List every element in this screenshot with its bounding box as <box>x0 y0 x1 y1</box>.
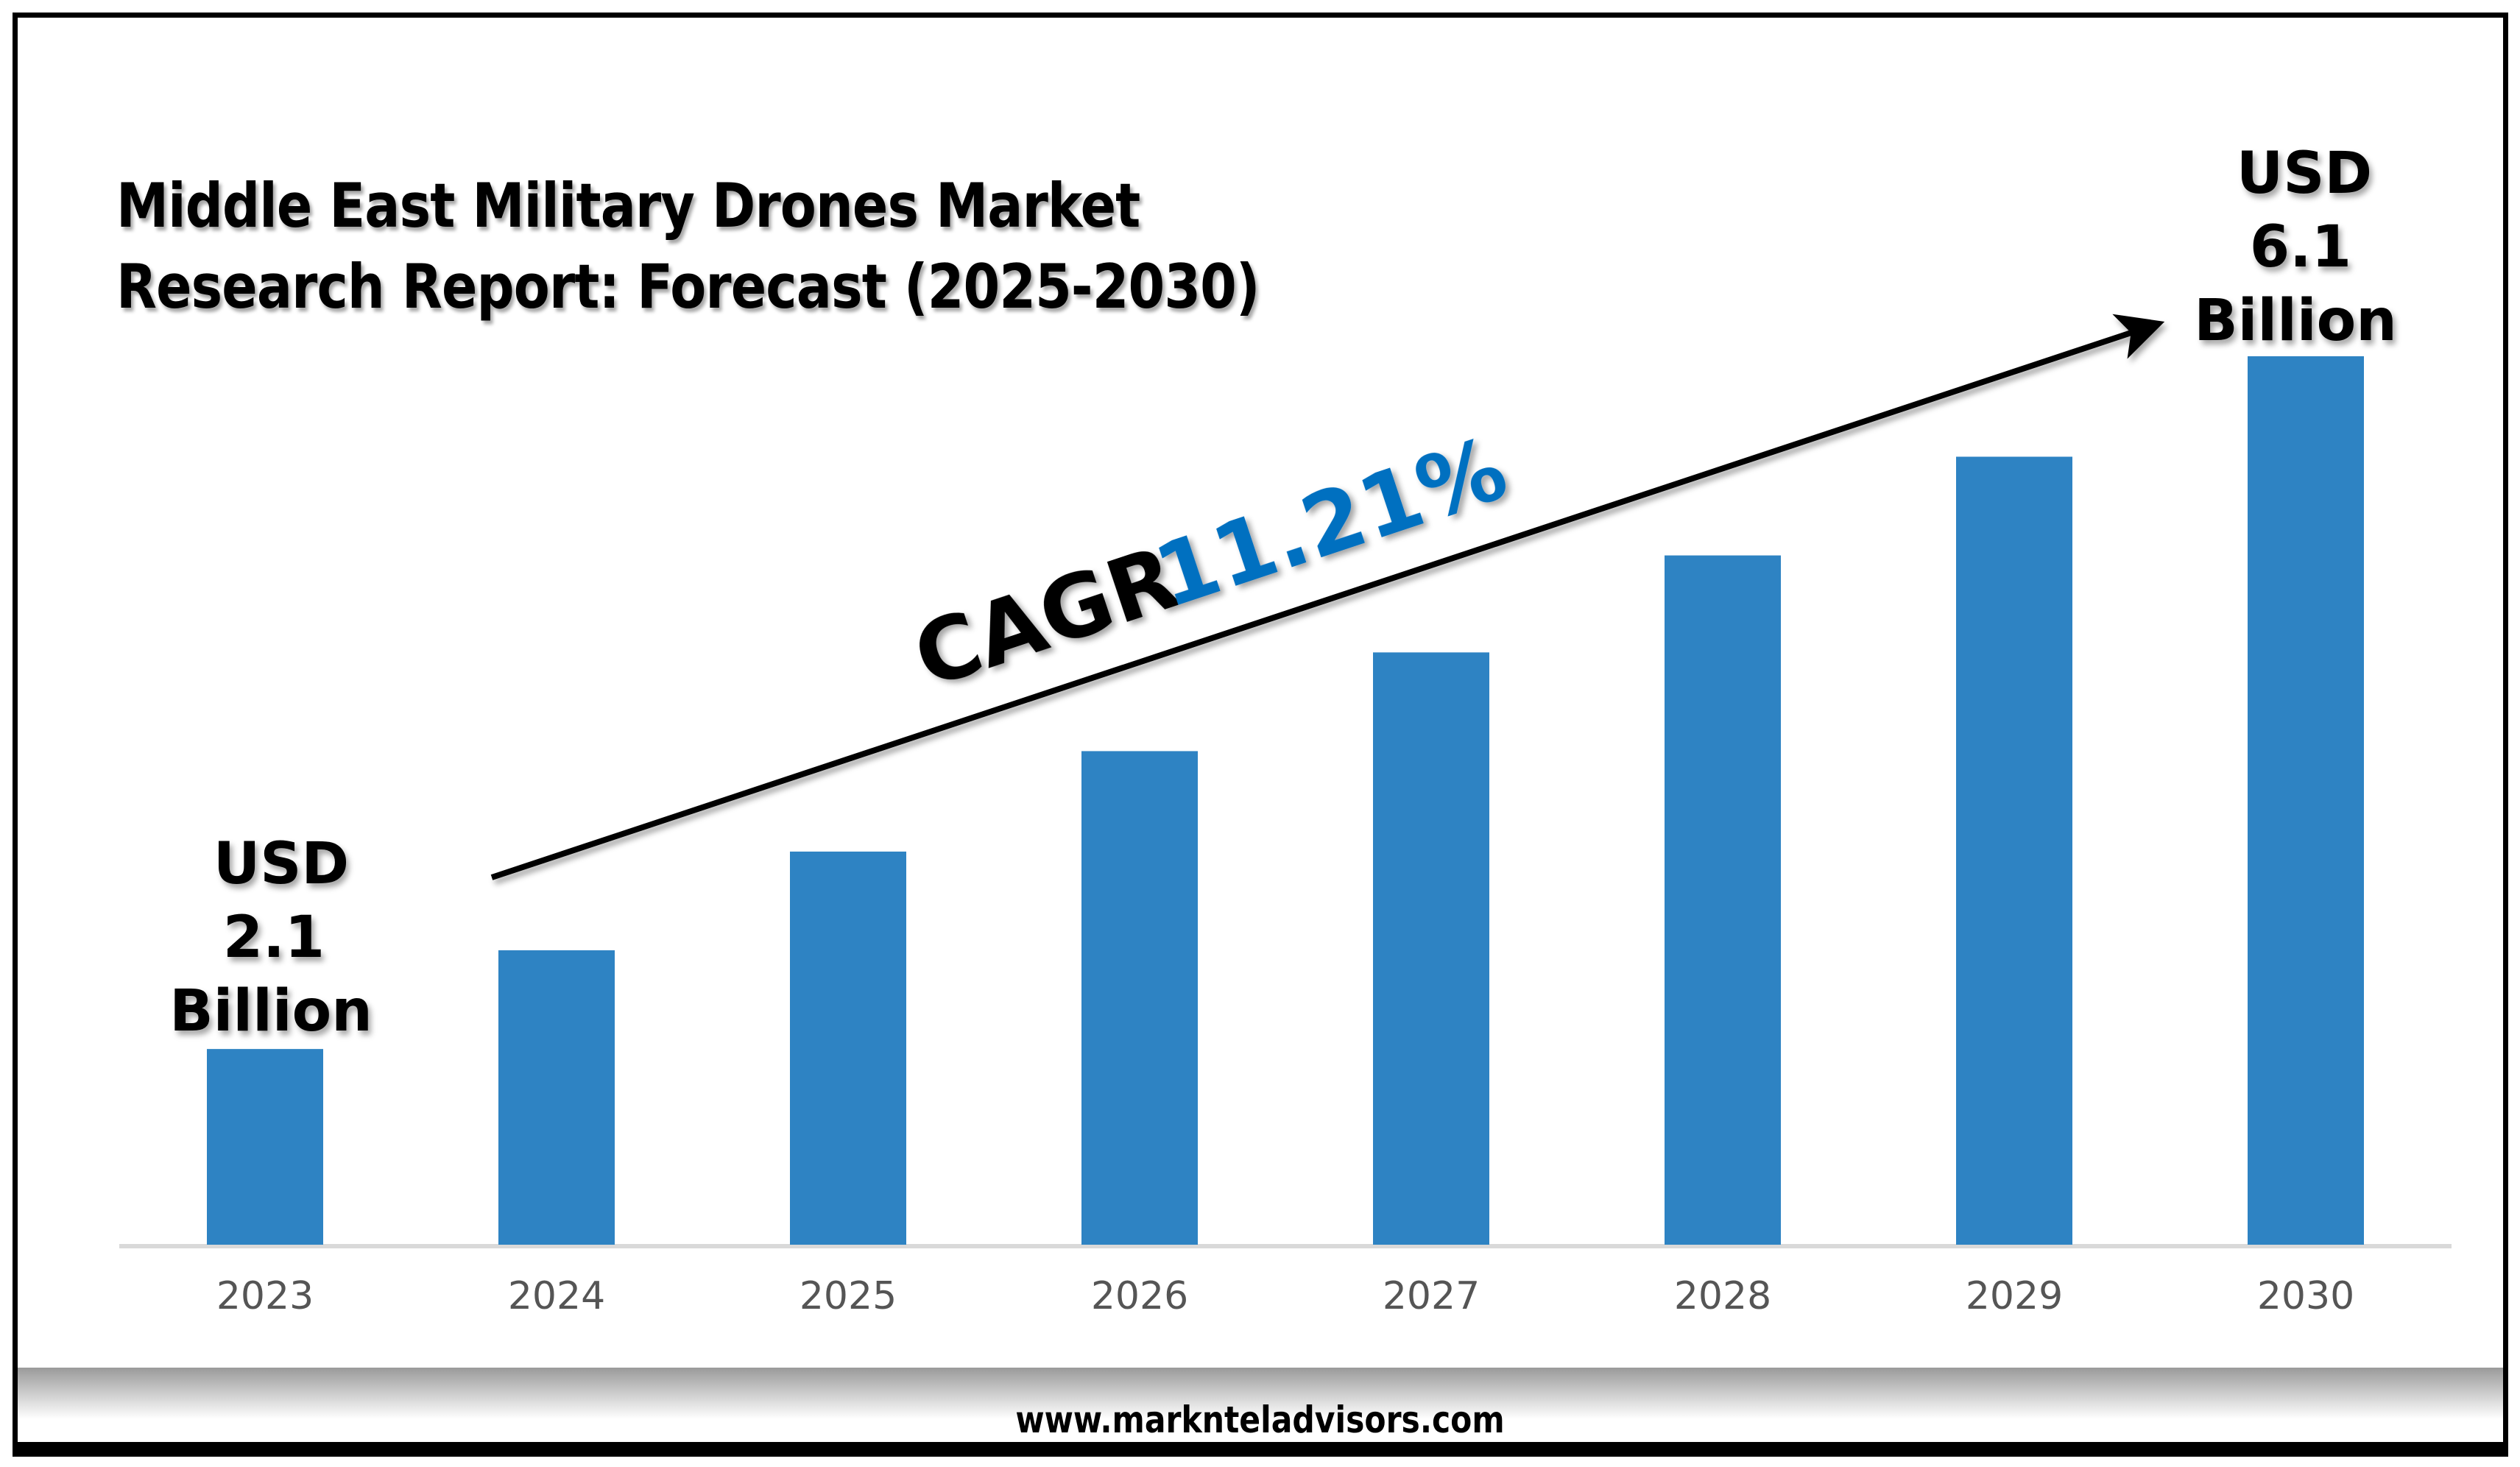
end-label-line-3: Billion <box>2194 288 2397 354</box>
start-label-line-2: 2.1 <box>223 905 325 971</box>
start-label-line-1: USD <box>213 831 349 897</box>
bar-2029 <box>1956 456 2072 1245</box>
x-tick-2030: 2030 <box>2257 1274 2354 1318</box>
x-tick-2027: 2027 <box>1383 1274 1480 1318</box>
bar-2027 <box>1373 652 1489 1245</box>
bar-2028 <box>1665 555 1781 1245</box>
bar-2030 <box>2248 356 2364 1245</box>
bar-2026 <box>1081 751 1198 1245</box>
x-tick-2024: 2024 <box>508 1274 605 1318</box>
end-value-label: USD 6.1 Billion <box>2194 141 2397 354</box>
footer-shadow-band <box>18 1368 2503 1419</box>
x-tick-2023: 2023 <box>216 1274 314 1318</box>
bar-2023 <box>207 1049 323 1245</box>
x-tick-2025: 2025 <box>800 1274 897 1318</box>
x-tick-2026: 2026 <box>1091 1274 1188 1318</box>
bar-2025 <box>790 851 906 1245</box>
start-label-line-3: Billion <box>169 978 373 1044</box>
cagr-arrow <box>490 314 2165 880</box>
website-footer[interactable]: www.marknteladvisors.com <box>1015 1399 1505 1441</box>
title-line-1: Middle East Military Drones Market <box>116 170 1140 241</box>
chart-frame <box>13 13 2508 1457</box>
title-line-2: Research Report: Forecast (2025-2030) <box>116 251 1260 322</box>
start-value-label: USD 2.1 Billion <box>169 831 373 1044</box>
bar-2024 <box>498 950 615 1245</box>
x-tick-2029: 2029 <box>1966 1274 2063 1318</box>
end-label-line-1: USD <box>2237 141 2372 207</box>
cagr-label: CAGR <box>902 526 1190 707</box>
chart-title: Middle East Military Drones Market Resea… <box>116 166 1260 328</box>
end-label-line-2: 6.1 <box>2250 214 2351 280</box>
x-tick-2028: 2028 <box>1674 1274 1771 1318</box>
